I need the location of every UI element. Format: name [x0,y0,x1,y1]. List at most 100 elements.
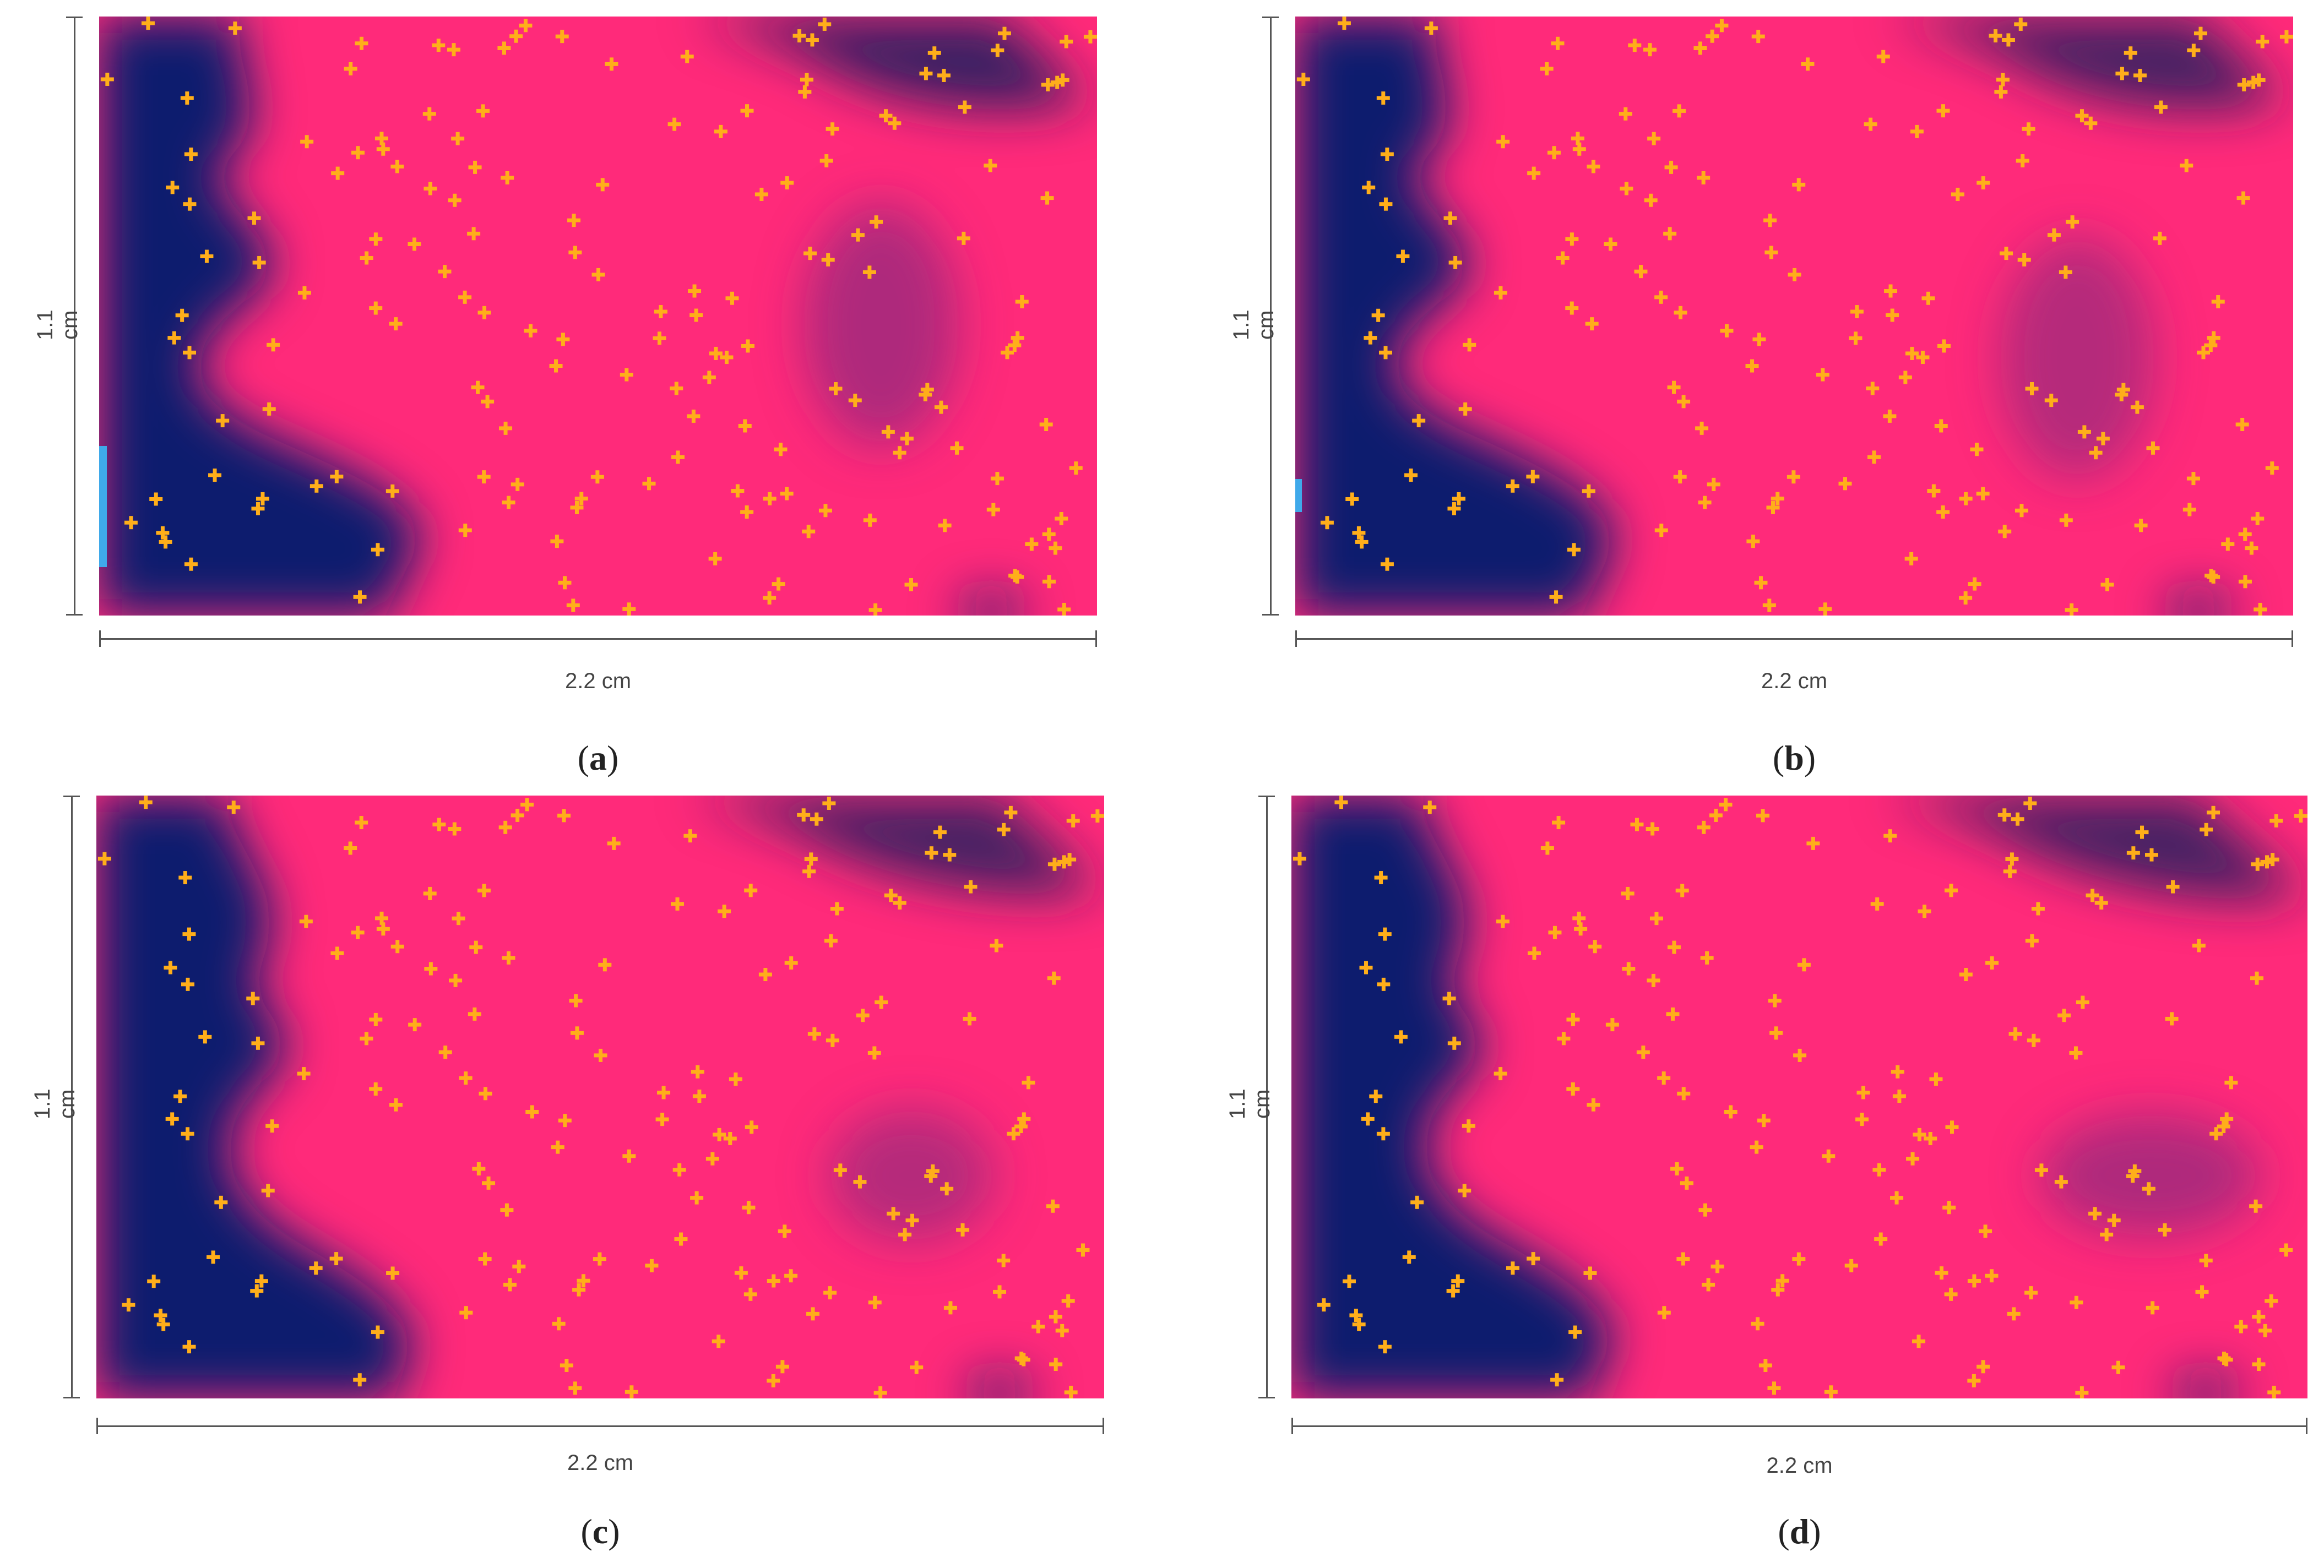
plus-marker-icon [1050,75,1064,89]
plus-marker-icon [570,500,584,514]
plus-marker-icon [360,1032,373,1046]
plus-marker-icon [1677,395,1691,409]
field-background-c [96,796,1104,1398]
plus-marker-icon [1447,1036,1461,1050]
plus-marker-icon [1378,1340,1392,1354]
plus-marker-icon [742,1201,756,1215]
plus-marker-icon [1910,124,1924,138]
plus-marker-icon [2236,191,2250,205]
plus-marker-icon [2054,1175,2068,1189]
plus-marker-icon [2128,1164,2142,1178]
plus-marker-icon [1090,809,1104,823]
plus-marker-icon [1619,107,1632,121]
plus-marker-icon [2066,215,2079,229]
plus-marker-icon [1752,333,1766,346]
plus-marker-icon [166,181,180,194]
plus-marker-icon [183,197,197,211]
plus-marker-icon [1816,368,1829,382]
panel-a: 1.1 cm 2.2 cm (a) [33,17,1097,787]
plus-marker-icon [519,19,533,32]
plus-marker-icon [1362,181,1376,194]
plus-marker-icon [331,166,345,180]
plus-marker-icon [1587,1098,1600,1112]
plus-marker-icon [2221,537,2235,551]
plus-marker-icon [438,265,452,279]
plus-marker-icon [810,812,823,826]
plus-marker-icon [819,154,833,168]
plus-marker-icon [265,1119,279,1133]
plus-marker-icon [723,1132,737,1146]
plus-marker-icon [570,1026,584,1040]
width-scale-bar-c [96,1418,1104,1434]
plus-marker-icon [740,104,754,118]
plus-marker-icon [2133,68,2147,82]
plus-marker-icon [423,182,437,195]
plus-marker-icon [2044,394,2058,407]
plus-marker-icon [1527,166,1541,180]
plus-marker-icon [888,116,902,130]
plus-marker-icon [355,36,368,50]
plus-marker-icon [2000,247,2013,260]
plus-marker-icon [477,884,491,897]
plus-marker-icon [424,962,438,976]
plus-marker-icon [1549,590,1563,604]
plus-marker-icon [2238,575,2252,589]
plus-marker-icon [1838,477,1852,491]
plus-marker-icon [2265,461,2279,475]
plus-marker-icon [934,400,948,414]
plus-marker-icon [501,171,514,185]
plus-marker-icon [567,214,581,227]
plus-marker-icon [422,107,436,121]
plus-marker-icon [481,395,495,409]
plus-marker-icon [784,956,798,970]
plus-marker-icon [2057,1009,2071,1022]
heatmap-a [99,17,1097,616]
plus-marker-icon [594,1048,607,1062]
plus-marker-icon [1916,351,1930,364]
plus-marker-icon [1527,1252,1540,1266]
plus-marker-icon [1801,57,1815,71]
plus-marker-icon [1334,796,1348,809]
plus-marker-icon [1866,382,1880,395]
plus-marker-icon [1942,1201,1956,1215]
plus-marker-icon [1371,308,1385,322]
plus-marker-icon [330,946,344,960]
plus-marker-icon [670,382,683,395]
plus-marker-icon [1719,798,1733,812]
plus-marker-icon [802,525,816,538]
plus-marker-icon [2252,1357,2266,1371]
plus-marker-icon [2086,889,2099,902]
plus-marker-icon [1666,1007,1680,1021]
plus-marker-icon [720,351,734,364]
plus-marker-icon [1566,1082,1580,1096]
plus-marker-icon [691,1065,704,1079]
plus-marker-icon [1046,1199,1060,1213]
plus-marker-icon [569,994,583,1008]
plus-marker-icon [2249,1199,2263,1213]
plus-marker-icon [1768,994,1782,1008]
height-label-b: 1.1 cm [1229,309,1278,340]
plus-marker-icon [2217,1120,2230,1134]
plus-marker-icon [1695,421,1709,435]
plus-marker-icon [1968,577,1981,591]
plus-marker-icon [780,176,794,190]
plus-marker-icon [1643,43,1657,57]
plus-marker-icon [2250,971,2264,985]
plus-marker-icon [1883,829,1897,843]
plus-marker-icon [390,160,404,173]
plus-marker-icon [374,132,388,145]
plus-marker-icon [991,43,1004,57]
plus-marker-icon [2116,383,2130,396]
plus-marker-icon [2008,1027,2022,1041]
plus-marker-icon [1293,852,1306,865]
plus-marker-icon [2142,1182,2155,1196]
plus-marker-icon [818,17,832,31]
plus-marker-icon [100,73,114,86]
plus-marker-icon [1675,884,1689,897]
plus-marker-icon [1379,197,1393,211]
plus-marker-icon [1793,1048,1807,1062]
plus-marker-icon [2027,1033,2040,1047]
plus-marker-icon [1557,1032,1571,1046]
plus-marker-icon [184,557,198,571]
plus-marker-icon [2193,26,2207,40]
